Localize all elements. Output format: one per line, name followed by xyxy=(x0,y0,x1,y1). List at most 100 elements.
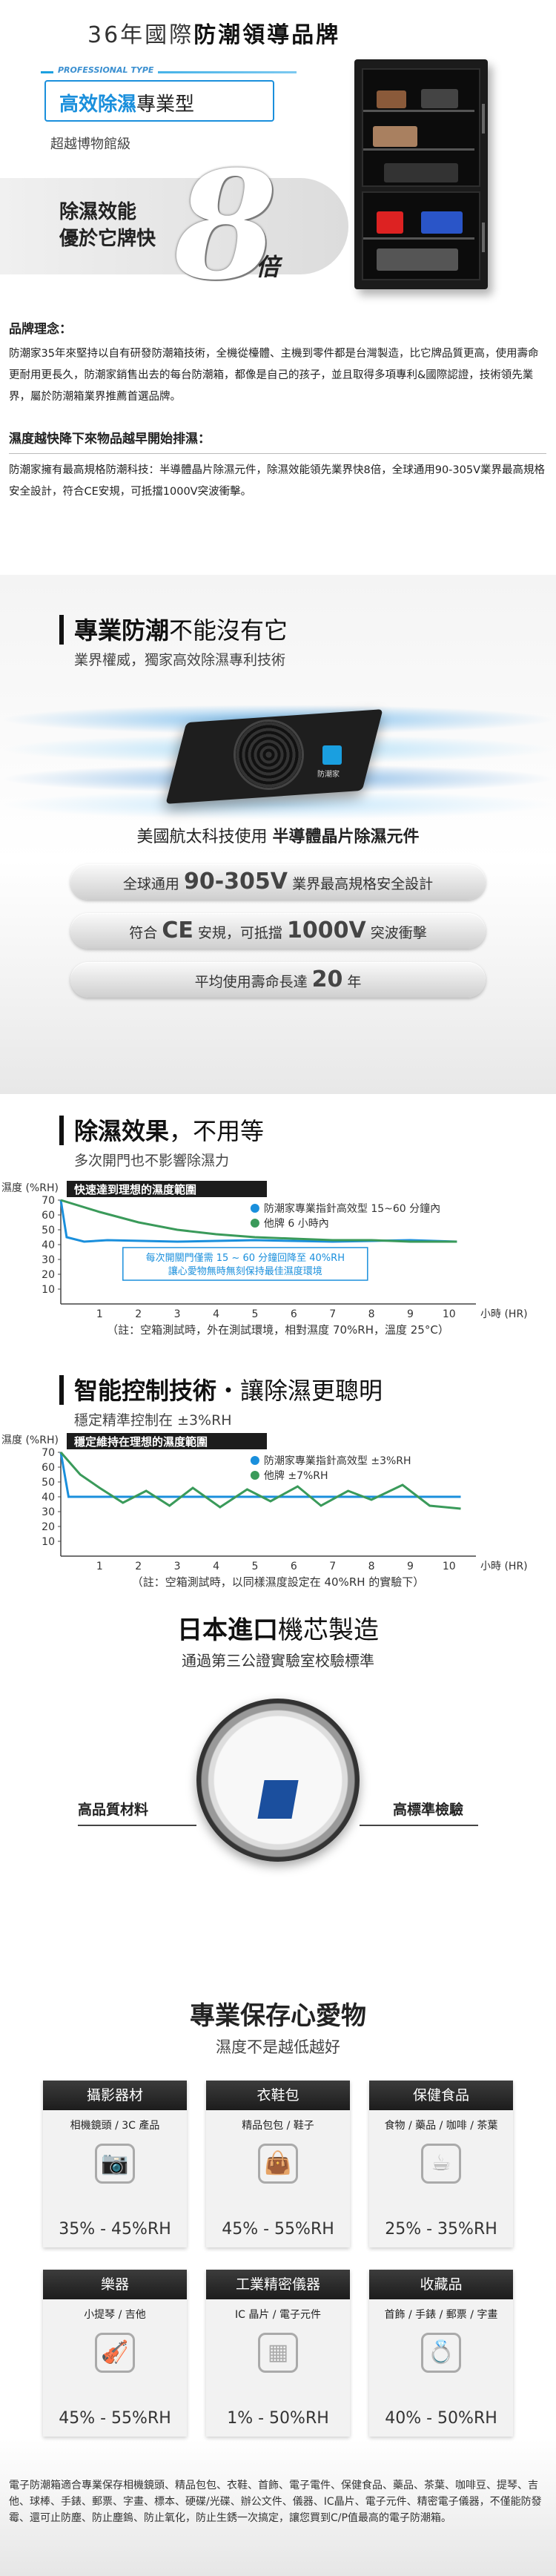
legend-label: 他牌 ±7%RH xyxy=(264,1469,328,1482)
care-card: 工業精密儀器 IC 晶片 / 電子元件 ▦ 1% - 50%RH xyxy=(206,2270,350,2437)
y-tick-label: 10 xyxy=(42,1536,55,1548)
series-line xyxy=(59,1452,461,1510)
annotation-box xyxy=(122,1247,368,1281)
brand-logo-icon xyxy=(322,745,342,765)
x-tick-label: 2 xyxy=(135,1561,142,1572)
fan-icon xyxy=(234,719,304,790)
hero-subtitle: 超越博物館級 xyxy=(50,136,130,152)
chart-note: （註：空箱測試時，以同樣濕度設定在 40%RH 的實驗下） xyxy=(132,1575,425,1589)
y-tick-label: 40 xyxy=(42,1492,55,1503)
series-line xyxy=(59,1452,461,1498)
brand-section: 品牌理念： 防潮家35年來堅持以自有研發防潮箱技術，全機從檯體、主機到零件都是台… xyxy=(9,319,546,512)
legend-label: 他牌 6 小時內 xyxy=(264,1217,329,1230)
care-footer-text: 電子防潮箱適合專業保存相機鏡頭、精品包包、衣鞋、首飾、電子電件、保健食品、藥品、… xyxy=(9,2480,542,2524)
section-title: 除濕效果，不用等 xyxy=(74,1117,265,1145)
x-tick-label: 10 xyxy=(443,1308,456,1320)
care-card: 攝影器材 相機鏡頭 / 3C 產品 📷 35% - 45%RH xyxy=(43,2081,187,2247)
x-tick-label: 6 xyxy=(291,1308,297,1320)
x-tick-label: 4 xyxy=(213,1561,219,1572)
dry-cabinet-image xyxy=(354,59,488,289)
hero-title: 36年國際防潮領導品牌 xyxy=(87,22,341,48)
care-section: 專業保存心愛物 濕度不是越低越好 攝影器材 相機鏡頭 / 3C 產品 📷 35%… xyxy=(0,1958,556,2576)
x-tick-label: 8 xyxy=(368,1561,375,1572)
legend-marker xyxy=(250,1204,259,1213)
x-tick-label: 8 xyxy=(368,1308,375,1320)
legend-label: 防潮家專業指針高效型 ±3%RH xyxy=(264,1455,411,1467)
annotation-text: 讓心愛物無時無刻保持最佳濕度環境 xyxy=(168,1265,322,1277)
annotation-text: 每次開關門僅需 15 ~ 60 分鐘回降至 40%RH xyxy=(146,1252,345,1264)
humidity-heading: 濕度越快降下來物品越早開始排濕： xyxy=(9,432,211,447)
section-subtitle: 穩定精準控制在 ±3%RH xyxy=(74,1412,232,1429)
feature-pill-ce: 符合 CE 安規，可抵擋 1000V 突波衝擊 xyxy=(70,913,486,949)
x-tick-label: 10 xyxy=(443,1561,456,1572)
hero-divider xyxy=(41,71,297,73)
chip-icon: ▦ xyxy=(258,2333,298,2373)
tech-line: 美國航太科技使用 半導體晶片除濕元件 xyxy=(136,828,420,846)
hero-efficiency-text: 除濕效能 優於它牌快 xyxy=(59,201,156,250)
professional-section: 專業防潮不能沒有它 業界權威，獨家高效除濕專利技術 防潮家 美國航太科技使用 半… xyxy=(0,575,556,1094)
x-tick-label: 4 xyxy=(213,1308,219,1320)
hero-banner: 36年國際防潮領導品牌 PROFESSIONAL TYPE 高效除濕專業型 超越… xyxy=(0,0,556,312)
y-tick-label: 20 xyxy=(42,1269,55,1281)
x-tick-label: 3 xyxy=(174,1308,181,1320)
legend-marker xyxy=(250,1219,259,1228)
pro-type-label: PROFESSIONAL TYPE xyxy=(53,65,159,75)
hero-big-number: 8 xyxy=(174,139,278,313)
care-card: 保健食品 食物 / 藥品 / 咖啡 / 茶葉 ☕ 25% - 35%RH xyxy=(369,2081,513,2247)
y-tick-label: 50 xyxy=(42,1225,55,1236)
section-subtitle: 業界權威，獨家高效除濕專利技術 xyxy=(74,652,286,668)
handbag-icon: 👜 xyxy=(258,2144,298,2184)
brand-heading: 品牌理念： xyxy=(9,322,72,337)
divider xyxy=(360,1825,478,1826)
humidity-chart-fast: 濕度 (%RH) 快速達到理想的濕度範圍 10 20 30 40 50 60 70 1 2 3 4 5 6 7… xyxy=(1,1181,528,1337)
series-line xyxy=(60,1199,457,1243)
x-tick-label: 7 xyxy=(329,1561,336,1572)
x-axis-label: 小時 (HR) xyxy=(480,1561,528,1572)
divider xyxy=(78,1825,196,1826)
x-tick-label: 7 xyxy=(329,1308,336,1320)
y-tick-label: 30 xyxy=(42,1254,55,1266)
chart-title-box xyxy=(67,1181,267,1197)
y-tick-label: 60 xyxy=(42,1462,55,1474)
chart-note: （註：空箱測試時，外在測試環境，相對濕度 70%RH，溫度 25°C） xyxy=(107,1323,449,1337)
feature-pill-lifespan: 平均使用壽命長達 20 年 xyxy=(70,962,486,998)
effect-section: 除濕效果，不用等 多次開門也不影響除濕力 濕度 (%RH) 快速達到理想的濕度範圍… xyxy=(0,1098,556,1350)
coffee-icon: ☕ xyxy=(421,2144,461,2184)
care-subtitle: 濕度不是越低越好 xyxy=(216,2038,340,2056)
legend-marker xyxy=(250,1456,259,1465)
care-card: 樂器 小提琴 / 吉他 🎻 45% - 55%RH xyxy=(43,2270,187,2437)
ring-icon: 💍 xyxy=(421,2333,461,2373)
device-brand-label: 防潮家 xyxy=(317,771,340,779)
x-tick-label: 5 xyxy=(251,1561,258,1572)
x-tick-label: 3 xyxy=(174,1561,181,1572)
x-tick-label: 9 xyxy=(407,1308,414,1320)
brand-paragraph: 防潮家35年來堅持以自有研發防潮箱技術，全機從檯體、主機到零件都是台灣製造，比它… xyxy=(9,348,539,403)
x-tick-label: 9 xyxy=(407,1561,414,1572)
hero-times-label: 倍 xyxy=(256,253,280,281)
hero-efficiency-band xyxy=(0,178,348,274)
y-axis-label: 濕度 (%RH) xyxy=(1,1182,59,1194)
care-title: 專業保存心愛物 xyxy=(190,2001,366,2031)
feature-pill-voltage: 全球通用 90-305V 業界最高規格安全設計 xyxy=(70,864,486,900)
hero-product-type: 高效除濕專業型 xyxy=(44,80,274,122)
cabinet-logo-icon xyxy=(257,1780,299,1819)
japan-subtitle: 通過第三公證實驗室校驗標準 xyxy=(182,1652,374,1670)
y-tick-label: 10 xyxy=(42,1284,55,1296)
humidity-chart-stable: 濕度 (%RH) 穩定維持在理想的濕度範圍 10 20 30 40 50 60 70 1 2 3 4 5 6… xyxy=(1,1433,528,1589)
section-subtitle: 多次開門也不影響除濕力 xyxy=(74,1153,230,1169)
x-tick-label: 1 xyxy=(96,1308,103,1320)
x-tick-label: 5 xyxy=(251,1308,258,1320)
x-tick-label: 1 xyxy=(96,1561,103,1572)
japan-right-label: 高標準檢驗 xyxy=(393,1802,464,1818)
care-card: 收藏品 首飾 / 手錶 / 郵票 / 字畫 💍 40% - 50%RH xyxy=(369,2270,513,2437)
y-tick-label: 30 xyxy=(42,1506,55,1518)
japan-left-label: 高品質材料 xyxy=(78,1802,149,1818)
y-tick-label: 70 xyxy=(42,1195,55,1207)
section-title: 智能控制技術・讓除濕更聰明 xyxy=(74,1377,383,1405)
smart-control-section: 智能控制技術・讓除濕更聰明 穩定精準控制在 ±3%RH 濕度 (%RH) 穩定維持… xyxy=(0,1357,556,1602)
humidity-paragraph: 防潮家擁有最高規格防潮科技：半導體晶片除濕元件，除濕效能領先業界快8倍，全球通用… xyxy=(9,464,545,498)
japan-title: 日本進口機芯製造 xyxy=(177,1615,379,1645)
x-axis-label: 小時 (HR) xyxy=(480,1308,528,1320)
y-tick-label: 70 xyxy=(42,1447,55,1459)
